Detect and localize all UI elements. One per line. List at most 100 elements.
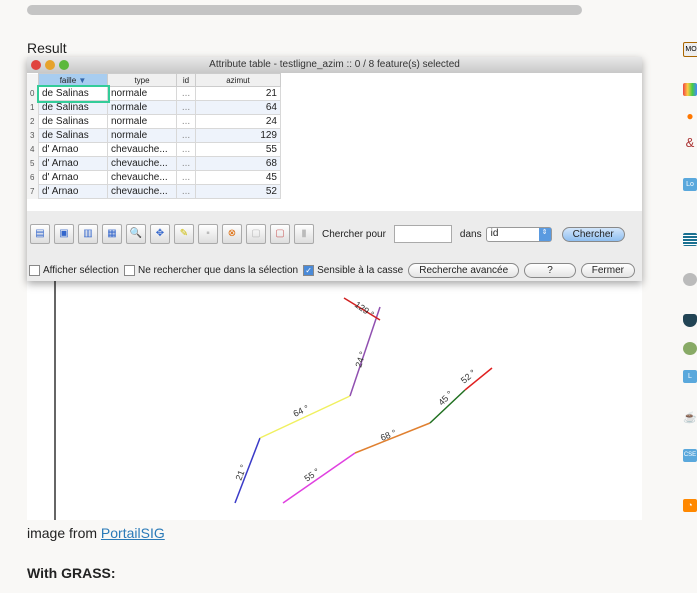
ampersand-icon[interactable]: &	[685, 135, 695, 150]
row-number[interactable]: 5	[27, 156, 39, 171]
cell-faille[interactable]: de Salinas	[38, 114, 108, 129]
delete-icon[interactable]: ⊗	[222, 224, 242, 244]
cell-azimut[interactable]: 55	[195, 142, 281, 157]
only-selection-checkbox[interactable]: Ne rechercher que dans la sélection	[123, 264, 298, 276]
table-row[interactable]: 0 de Salinas normale... 21	[27, 84, 281, 103]
cell-id[interactable]: ...	[176, 170, 196, 185]
row-number[interactable]: 2	[27, 114, 39, 129]
cell-id[interactable]: ...	[176, 86, 196, 101]
cell-azimut[interactable]: 21	[195, 86, 281, 101]
move-selection-top-icon[interactable]: ▥	[78, 224, 98, 244]
row-number[interactable]: 1	[27, 100, 39, 115]
globe-icon[interactable]	[683, 342, 697, 355]
pencil-icon[interactable]: ✎	[174, 224, 194, 244]
table-row[interactable]: 4 d' Arnao chevauche...... 55	[27, 142, 281, 157]
table-row[interactable]: 7 d' Arnao chevauche...... 52	[27, 184, 281, 199]
map-label: 68 °	[379, 427, 398, 442]
cell-type[interactable]: chevauche...	[107, 170, 177, 185]
column-header-faille[interactable]: faille ▼	[38, 73, 108, 87]
cell-azimut[interactable]: 24	[195, 114, 281, 129]
sort-arrow-icon: ▼	[78, 75, 87, 85]
shield-icon[interactable]	[683, 314, 697, 327]
cell-id[interactable]: ...	[176, 100, 196, 115]
row-number[interactable]: 3	[27, 128, 39, 143]
row-number[interactable]: 7	[27, 184, 39, 199]
table-row[interactable]: 3 de Salinas normale... 129	[27, 128, 281, 143]
show-selection-checkbox[interactable]: Afficher sélection	[29, 264, 119, 276]
invert-selection-icon[interactable]: ▦	[102, 224, 122, 244]
new-column-icon[interactable]: ▢	[246, 224, 266, 244]
cell-faille[interactable]: de Salinas	[38, 128, 108, 143]
cell-azimut[interactable]: 68	[195, 156, 281, 171]
cell-faille[interactable]: d' Arnao	[38, 170, 108, 185]
cell-type[interactable]: normale	[107, 86, 177, 101]
cell-faille[interactable]: d' Arnao	[38, 142, 108, 157]
cell-azimut[interactable]: 45	[195, 170, 281, 185]
column-header-type[interactable]: type	[107, 73, 177, 87]
cell-id[interactable]: ...	[176, 156, 196, 171]
cell-type[interactable]: normale	[107, 114, 177, 129]
cell-type[interactable]: normale	[107, 128, 177, 143]
advanced-search-button[interactable]: Recherche avancée	[408, 263, 520, 278]
cell-azimut[interactable]: 64	[195, 100, 281, 115]
table-row[interactable]: 2 de Salinas normale... 24	[27, 114, 281, 129]
cell-id[interactable]: ...	[176, 128, 196, 143]
save-icon[interactable]: ▪	[198, 224, 218, 244]
map-label: 52 °	[459, 367, 478, 385]
cup-icon[interactable]: ☕	[683, 412, 697, 424]
cell-faille[interactable]: de Salinas	[38, 100, 108, 115]
gear-circle-icon[interactable]	[683, 273, 697, 286]
zoom-window-button[interactable]	[59, 60, 69, 70]
result-label: Result	[27, 40, 67, 56]
window-title: Attribute table - testligne_azim :: 0 / …	[209, 59, 460, 70]
row-number[interactable]: 0	[27, 86, 39, 101]
close-button[interactable]: Fermer	[580, 263, 635, 278]
cell-type[interactable]: chevauche...	[107, 142, 177, 157]
cell-id[interactable]: ...	[176, 184, 196, 199]
select-icon[interactable]: ▣	[54, 224, 74, 244]
minimize-window-button[interactable]	[45, 60, 55, 70]
cse-chat-icon[interactable]: CSE	[683, 449, 697, 462]
portailsig-link[interactable]: PortailSIG	[100, 525, 165, 541]
map-label: 129 °	[353, 299, 376, 320]
case-sensitive-checkbox[interactable]: ✓ Sensible à la casse	[303, 264, 403, 276]
map-canvas: 21 ° 64 ° 24 ° 129 ° 55 ° 68 ° 45 ° 52 °	[54, 280, 493, 520]
map-pin-icon[interactable]: ●	[686, 109, 694, 123]
rss-icon[interactable]: ◔	[683, 499, 697, 512]
cell-azimut[interactable]: 52	[195, 184, 281, 199]
cell-type[interactable]: chevauche...	[107, 184, 177, 199]
toolbar: ▤ ▣ ▥ ▦ 🔍 ✥ ✎ ▪ ⊗ ▢ ▢ ▮ Chercher pour da…	[30, 224, 625, 244]
column-header-id[interactable]: id	[176, 73, 196, 87]
zoom-icon[interactable]: 🔍	[126, 224, 146, 244]
column-header-azimut[interactable]: azimut	[195, 73, 281, 87]
calculator-icon[interactable]: ▮	[294, 224, 314, 244]
palette-icon[interactable]	[683, 83, 697, 96]
search-input[interactable]	[393, 225, 452, 243]
cell-faille[interactable]: d' Arnao	[38, 184, 108, 199]
scrollbar[interactable]	[27, 5, 582, 15]
cell-azimut[interactable]: 129	[195, 128, 281, 143]
delete-column-icon[interactable]: ▢	[270, 224, 290, 244]
table-icon[interactable]: ▤	[30, 224, 50, 244]
cell-id[interactable]: ...	[176, 114, 196, 129]
segment-129	[343, 297, 381, 321]
stack-icon[interactable]	[683, 233, 697, 246]
close-window-button[interactable]	[31, 60, 41, 70]
search-button[interactable]: Chercher	[561, 226, 625, 242]
table-row[interactable]: 1 de Salinas normale... 64	[27, 100, 281, 115]
help-button[interactable]: ?	[524, 263, 576, 278]
cell-type[interactable]: normale	[107, 100, 177, 115]
row-number[interactable]: 6	[27, 170, 39, 185]
cell-faille[interactable]: de Salinas	[36, 84, 110, 103]
mo-icon[interactable]: MO	[683, 42, 697, 57]
cell-faille[interactable]: d' Arnao	[38, 156, 108, 171]
row-number[interactable]: 4	[27, 142, 39, 157]
pan-icon[interactable]: ✥	[150, 224, 170, 244]
l-chat-icon[interactable]: L	[683, 370, 697, 383]
field-select[interactable]: id ⇕	[485, 226, 552, 242]
table-row[interactable]: 5 d' Arnao chevauche...... 68	[27, 156, 281, 171]
table-row[interactable]: 6 d' Arnao chevauche...... 45	[27, 170, 281, 185]
cell-id[interactable]: ...	[176, 142, 196, 157]
lo-chat-icon[interactable]: Lo	[683, 178, 697, 191]
cell-type[interactable]: chevauche...	[107, 156, 177, 171]
